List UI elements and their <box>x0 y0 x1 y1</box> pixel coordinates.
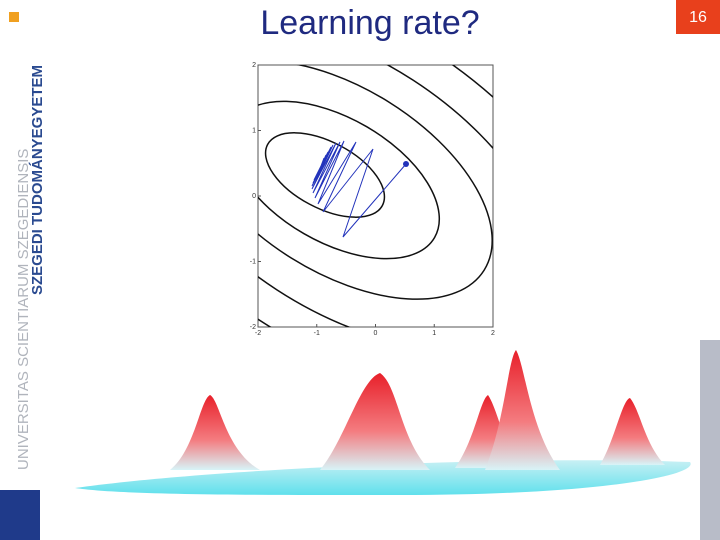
logo-text: SZEGEDI TUDOMÁNYEGYETEM <box>29 65 46 295</box>
y-tick-label: -1 <box>250 259 256 266</box>
contours <box>258 65 493 327</box>
logo-text: UNIVERSITAS SCIENTIARUM SZEGEDIENSIS <box>15 149 32 470</box>
trajectory <box>311 140 407 238</box>
y-tick-label: 2 <box>252 62 256 69</box>
slide-title: Learning rate? <box>260 4 479 42</box>
contour-plot: -2 -1 0 1 2 -2 -1 0 1 2 <box>250 62 495 337</box>
plot-frame <box>257 64 494 328</box>
x-tick-label: -1 <box>314 330 320 337</box>
page-number: 16 <box>689 9 707 26</box>
y-tick-label: 1 <box>252 128 256 135</box>
x-tick-label: 1 <box>432 330 436 337</box>
y-tick-label: 0 <box>252 193 256 200</box>
page-number-box <box>676 0 720 34</box>
side-band <box>700 340 720 540</box>
x-tick-label: -2 <box>255 330 261 337</box>
surface <box>75 350 691 495</box>
x-tick-label: 2 <box>491 330 495 337</box>
start-point <box>403 161 409 167</box>
logo-square <box>9 12 19 22</box>
y-tick-label: -2 <box>250 324 256 331</box>
x-tick-label: 0 <box>374 330 378 337</box>
